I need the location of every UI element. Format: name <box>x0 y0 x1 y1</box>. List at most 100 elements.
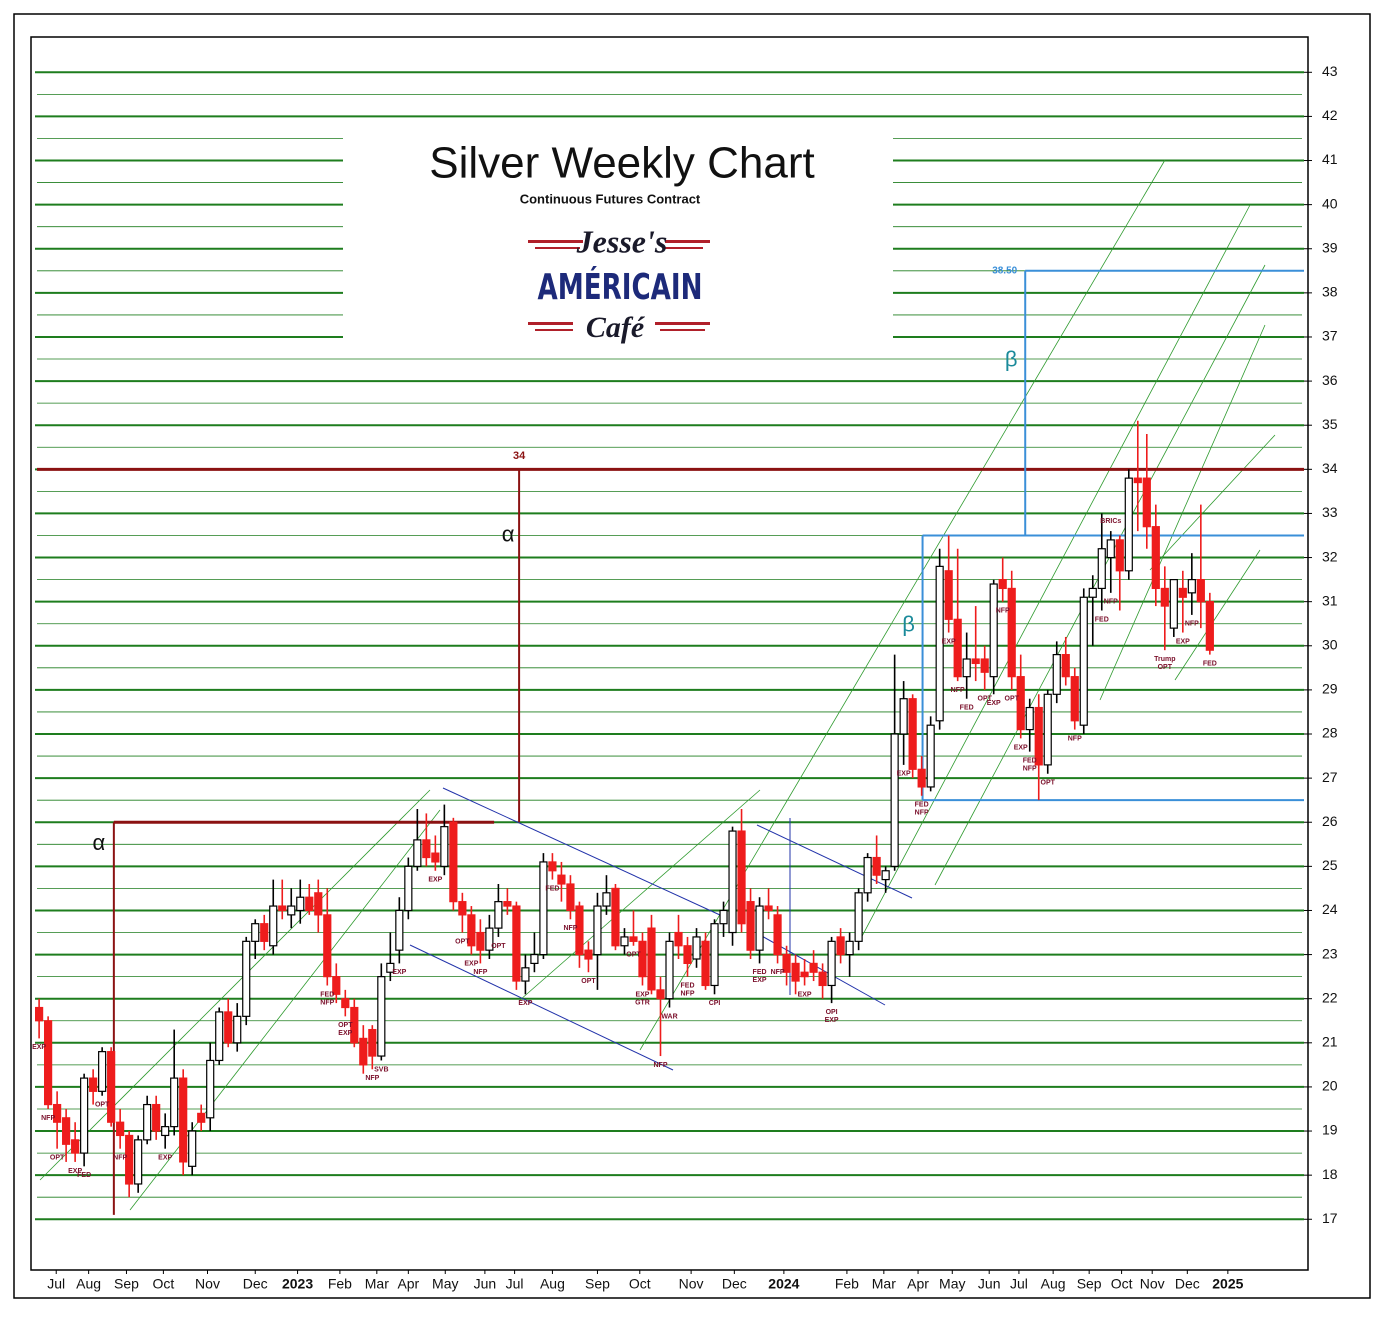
event-label: FED <box>545 885 559 892</box>
event-label: EXP <box>392 969 406 976</box>
candle-body <box>1043 693 1052 766</box>
candle-body <box>350 1006 359 1044</box>
event-label: FED <box>1095 616 1109 623</box>
candle-body <box>1070 676 1079 722</box>
candle-body <box>728 830 737 934</box>
event-label: FED <box>915 802 929 809</box>
candle-body <box>1025 706 1034 731</box>
candle-body <box>1079 596 1088 726</box>
candle-body <box>512 905 521 982</box>
x-tick-label: Mar <box>365 1276 389 1292</box>
y-tick-label: 23 <box>1322 945 1338 961</box>
x-tick-label: Jun <box>474 1276 497 1292</box>
candle-body <box>638 940 647 978</box>
candle-body <box>503 901 512 907</box>
y-tick-label: 36 <box>1322 372 1338 388</box>
candle-body <box>143 1103 152 1141</box>
candle-body <box>692 936 701 960</box>
candle-body <box>1169 579 1178 629</box>
candle-body <box>341 998 350 1009</box>
event-label: FED <box>681 982 695 989</box>
y-tick-label: 34 <box>1322 460 1338 476</box>
y-tick-label: 28 <box>1322 725 1338 741</box>
candle-body <box>359 1037 368 1066</box>
candle-body <box>953 618 962 678</box>
candle-body <box>764 905 773 912</box>
candle-body <box>296 896 305 912</box>
candle-body <box>1133 477 1142 484</box>
candle-body <box>1151 526 1160 590</box>
event-label: OPT <box>50 1155 65 1162</box>
candle-body <box>170 1077 179 1128</box>
x-tick-label: Sep <box>114 1276 139 1292</box>
channel-line <box>1099 324 1266 701</box>
logo-stripe <box>535 329 573 331</box>
event-label: EXP <box>158 1155 172 1162</box>
y-tick-label: 32 <box>1322 548 1338 564</box>
candle-body <box>413 839 422 867</box>
candle-body <box>233 1015 242 1044</box>
event-label: FED <box>1203 660 1217 667</box>
candle-body <box>971 658 980 665</box>
candle-body <box>98 1051 107 1092</box>
y-tick-label: 43 <box>1322 63 1338 79</box>
plot-frame <box>30 36 1309 1271</box>
candle-body <box>386 962 395 973</box>
y-tick-label: 35 <box>1322 416 1338 432</box>
event-label: OPT <box>1005 696 1020 703</box>
candle-body <box>1115 539 1124 572</box>
candle-body <box>476 931 485 951</box>
event-label: OPT <box>1158 664 1173 671</box>
x-tick-label: 2025 <box>1212 1276 1243 1292</box>
x-tick-label: Nov <box>1140 1276 1165 1292</box>
candle-body <box>575 905 584 956</box>
y-tick-label: 26 <box>1322 813 1338 829</box>
candle-body <box>1061 654 1070 678</box>
beta-target-label: 38.50 <box>992 265 1017 276</box>
candle-body <box>53 1103 62 1123</box>
candle-body <box>89 1077 98 1092</box>
y-tick-label: 20 <box>1322 1078 1338 1094</box>
candle-body <box>125 1134 134 1185</box>
candle-body <box>440 826 449 867</box>
event-label: OPT <box>491 943 506 950</box>
candle-body <box>1007 587 1016 678</box>
x-tick-label: Aug <box>1041 1276 1066 1292</box>
channel-line <box>1174 549 1261 681</box>
candle-body <box>62 1117 71 1145</box>
x-tick-label: Jul <box>506 1276 524 1292</box>
logo-line: AMÉRICAIN <box>538 266 703 308</box>
candle-body <box>1196 579 1205 603</box>
event-label: CPI <box>709 1000 721 1007</box>
candle-body <box>881 870 890 881</box>
candle-body <box>458 901 467 916</box>
event-label: FED <box>1023 757 1037 764</box>
logo-stripe <box>660 329 705 331</box>
candle-body <box>314 892 323 916</box>
candle-body <box>557 874 566 885</box>
event-label: EXP <box>987 700 1001 707</box>
event-label: OPT <box>626 952 641 959</box>
logo-stripe <box>655 322 710 325</box>
logo-stripe <box>665 247 703 249</box>
candle-body <box>251 923 260 942</box>
event-label: EXP <box>428 877 442 884</box>
alpha-target-label: 34 <box>513 450 526 462</box>
event-label: OPT <box>338 1022 353 1029</box>
overlay: 34 α α 38.50 β β <box>37 265 1304 1215</box>
candle-body <box>161 1126 170 1137</box>
grid <box>35 71 1304 1221</box>
candle-body <box>179 1077 188 1163</box>
y-tick-label: 33 <box>1322 504 1338 520</box>
candle-body <box>485 927 494 951</box>
x-tick-label: Nov <box>679 1276 704 1292</box>
candle-body <box>1124 477 1133 572</box>
candle-body <box>1088 587 1097 598</box>
event-label: FED <box>960 705 974 712</box>
candle-body <box>224 1011 233 1044</box>
event-label: SVB <box>374 1066 388 1073</box>
candle-body <box>791 962 800 982</box>
candle-body <box>737 830 746 925</box>
